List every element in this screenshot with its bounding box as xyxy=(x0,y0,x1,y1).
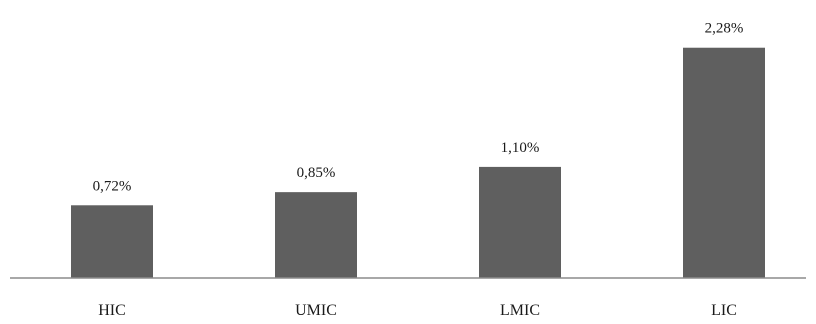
x-tick-label-umic: UMIC xyxy=(295,302,337,319)
bar-umic xyxy=(275,192,357,278)
x-tick-label-hic: HIC xyxy=(98,302,126,319)
x-tick-label-lic: LIC xyxy=(711,302,737,319)
bar-hic xyxy=(71,205,153,278)
bar-lmic xyxy=(479,166,561,278)
data-label-lic: 2,28% xyxy=(705,21,744,37)
bar-lic xyxy=(683,47,765,278)
data-label-lmic: 1,10% xyxy=(501,140,540,156)
bars-group xyxy=(71,47,765,278)
data-label-hic: 0,72% xyxy=(93,178,132,194)
data-labels-group: 0,72% 0,85% 1,10% 2,28% xyxy=(93,21,744,195)
x-tick-label-lmic: LMIC xyxy=(500,302,540,319)
data-label-umic: 0,85% xyxy=(297,165,336,181)
x-tick-labels-group: HIC UMIC LMIC LIC xyxy=(98,302,737,319)
